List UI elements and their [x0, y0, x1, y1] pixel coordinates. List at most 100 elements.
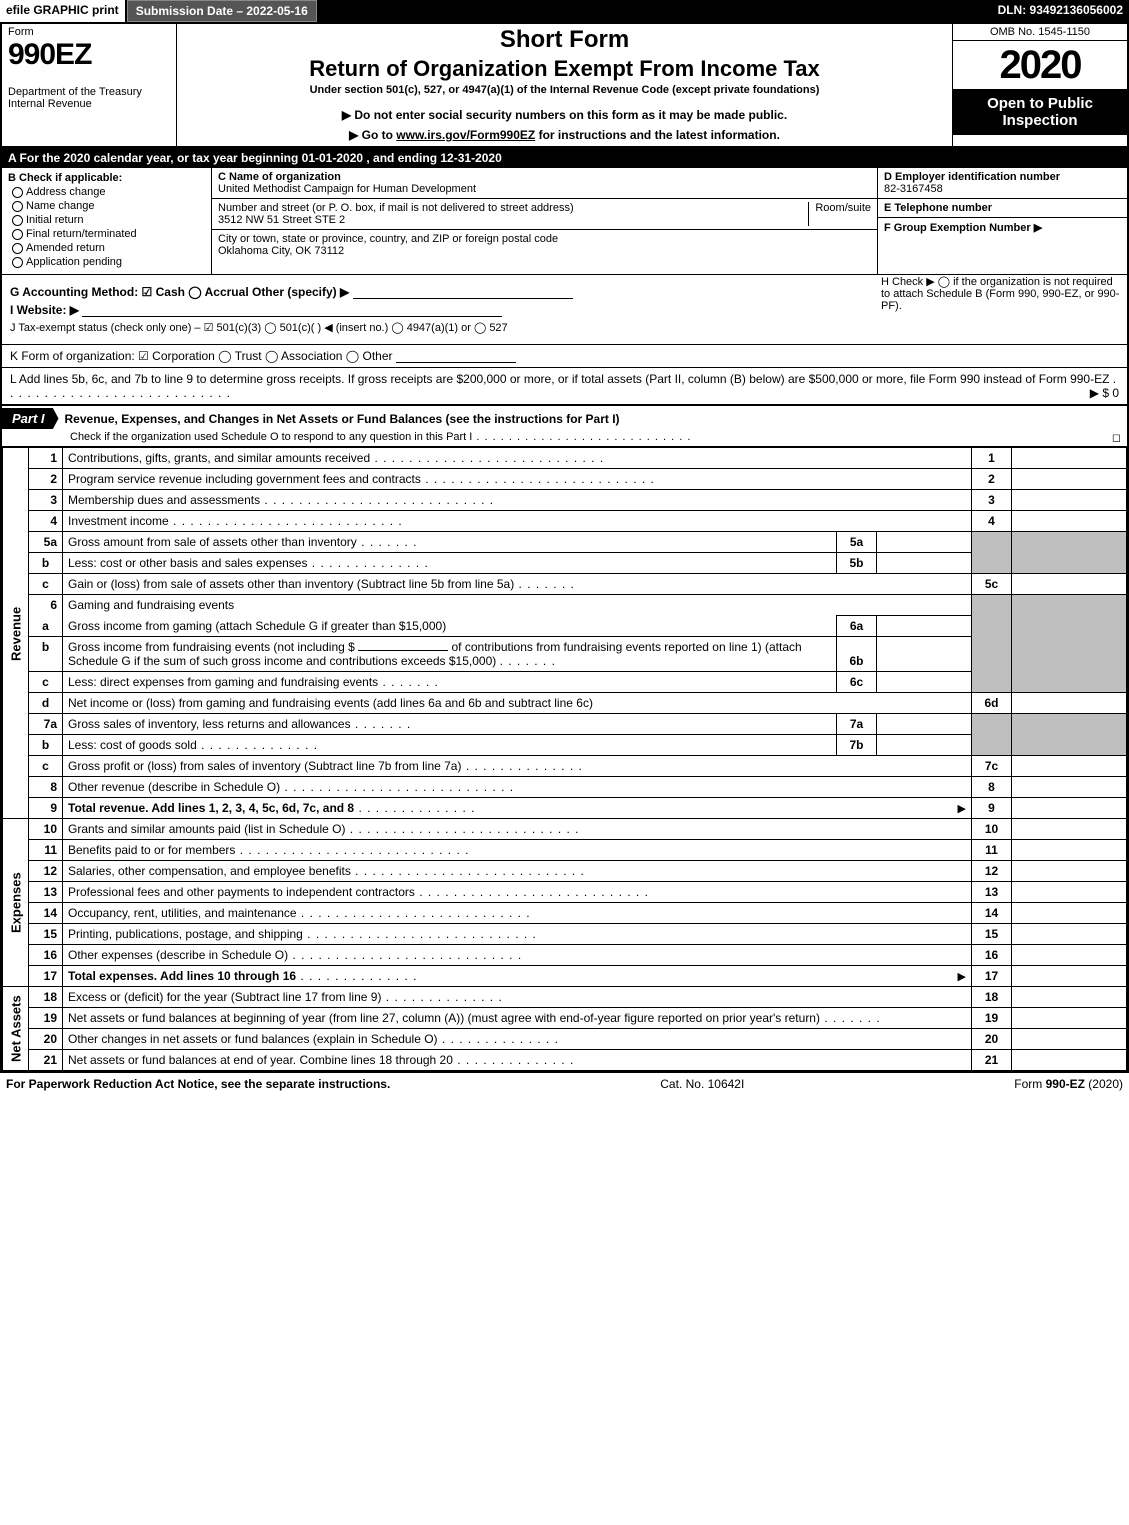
l19-rn: 19: [972, 1008, 1012, 1029]
l2-num: 2: [29, 469, 63, 490]
l1-num: 1: [29, 448, 63, 469]
l7c-num: c: [29, 756, 63, 777]
l13-desc: Professional fees and other payments to …: [63, 882, 972, 903]
entity-section: B Check if applicable: Address change Na…: [2, 168, 1127, 275]
l9-rn: 9: [972, 798, 1012, 819]
omb-number: OMB No. 1545-1150: [953, 24, 1127, 41]
l8-desc: Other revenue (describe in Schedule O): [63, 777, 972, 798]
l5b-num: b: [29, 553, 63, 574]
l8-num: 8: [29, 777, 63, 798]
l5a-box-val: [877, 532, 972, 553]
top-bar: efile GRAPHIC print Submission Date – 20…: [0, 0, 1129, 22]
l8-amt: [1012, 777, 1127, 798]
tel-label: E Telephone number: [884, 202, 1121, 214]
net-assets-tab: Net Assets: [3, 987, 29, 1071]
l10-num: 10: [29, 819, 63, 840]
l2-rn: 2: [972, 469, 1012, 490]
meta-g-i: G Accounting Method: ☑ Cash ◯ Accrual Ot…: [2, 275, 1127, 345]
l6b-desc: Gross income from fundraising events (no…: [63, 637, 837, 672]
l6-num: 6: [29, 595, 63, 616]
l2-desc: Program service revenue including govern…: [63, 469, 972, 490]
l7a-box-val: [877, 714, 972, 735]
l15-num: 15: [29, 924, 63, 945]
l7a-num: 7a: [29, 714, 63, 735]
l19-amt: [1012, 1008, 1127, 1029]
under-section: Under section 501(c), 527, or 4947(a)(1)…: [185, 84, 944, 96]
l4-num: 4: [29, 511, 63, 532]
chk-application-pending[interactable]: Application pending: [12, 256, 205, 268]
lines-table: Revenue 1 Contributions, gifts, grants, …: [2, 447, 1127, 1071]
l17-rn: 17: [972, 966, 1012, 987]
l3-num: 3: [29, 490, 63, 511]
l21-amt: [1012, 1050, 1127, 1071]
chk-amended-return[interactable]: Amended return: [12, 242, 205, 254]
l14-num: 14: [29, 903, 63, 924]
goto-link[interactable]: www.irs.gov/Form990EZ: [396, 128, 535, 142]
l20-desc: Other changes in net assets or fund bala…: [63, 1029, 972, 1050]
l5c-amt: [1012, 574, 1127, 595]
l10-amt: [1012, 819, 1127, 840]
tel-cell: E Telephone number: [878, 199, 1127, 218]
expenses-tab: Expenses: [3, 819, 29, 987]
l5a-desc: Gross amount from sale of assets other t…: [63, 532, 837, 553]
l18-desc: Excess or (deficit) for the year (Subtra…: [63, 987, 972, 1008]
form-word: Form: [8, 26, 170, 38]
l17-desc: Total expenses. Add lines 10 through 16: [63, 966, 972, 987]
l7ab-shade-rn: [972, 714, 1012, 756]
l16-rn: 16: [972, 945, 1012, 966]
l4-desc: Investment income: [63, 511, 972, 532]
chk-name-change[interactable]: Name change: [12, 200, 205, 212]
part1-checkbox[interactable]: ◻: [1112, 431, 1127, 444]
l5ab-shade-rn: [972, 532, 1012, 574]
l6c-box-lab: 6c: [837, 672, 877, 693]
chk-initial-return[interactable]: Initial return: [12, 214, 205, 226]
l5a-num: 5a: [29, 532, 63, 553]
goto-pre: ▶ Go to: [349, 128, 396, 142]
city-value: Oklahoma City, OK 73112: [218, 245, 344, 257]
l6b-box-lab: 6b: [837, 637, 877, 672]
l3-amt: [1012, 490, 1127, 511]
open-to-public: Open to Public Inspection: [953, 89, 1127, 135]
l6abc-shade-amt: [1012, 595, 1127, 693]
l17-amt: [1012, 966, 1127, 987]
l12-rn: 12: [972, 861, 1012, 882]
topbar-spacer: [317, 0, 992, 22]
line-l: L Add lines 5b, 6c, and 7b to line 9 to …: [2, 368, 1127, 406]
submission-date-button[interactable]: Submission Date – 2022-05-16: [127, 0, 317, 22]
period-bar: A For the 2020 calendar year, or tax yea…: [2, 148, 1127, 168]
l4-rn: 4: [972, 511, 1012, 532]
org-name-row: C Name of organization United Methodist …: [212, 168, 877, 199]
l21-num: 21: [29, 1050, 63, 1071]
l10-rn: 10: [972, 819, 1012, 840]
footer-left: For Paperwork Reduction Act Notice, see …: [6, 1077, 390, 1091]
l7c-amt: [1012, 756, 1127, 777]
l19-num: 19: [29, 1008, 63, 1029]
group-exempt-cell: F Group Exemption Number ▶: [878, 218, 1127, 274]
ein-label: D Employer identification number: [884, 171, 1121, 183]
l9-desc: Total revenue. Add lines 1, 2, 3, 4, 5c,…: [63, 798, 972, 819]
room-suite-label: Room/suite: [808, 202, 871, 226]
l3-desc: Membership dues and assessments: [63, 490, 972, 511]
street-value: 3512 NW 51 Street STE 2: [218, 214, 345, 226]
l7b-desc: Less: cost of goods sold: [63, 735, 837, 756]
header-mid: Short Form Return of Organization Exempt…: [177, 24, 952, 146]
l20-rn: 20: [972, 1029, 1012, 1050]
chk-final-return[interactable]: Final return/terminated: [12, 228, 205, 240]
ssn-warning: ▶ Do not enter social security numbers o…: [185, 108, 944, 122]
l20-amt: [1012, 1029, 1127, 1050]
l13-rn: 13: [972, 882, 1012, 903]
tax-year: 2020: [953, 41, 1127, 89]
part1-sub: Check if the organization used Schedule …: [70, 431, 1112, 444]
l6b-box-val: [877, 637, 972, 672]
l1-amt: [1012, 448, 1127, 469]
efile-print-button[interactable]: efile GRAPHIC print: [0, 0, 127, 22]
l19-desc: Net assets or fund balances at beginning…: [63, 1008, 972, 1029]
page-footer: For Paperwork Reduction Act Notice, see …: [0, 1073, 1129, 1091]
chk-address-change[interactable]: Address change: [12, 186, 205, 198]
l4-amt: [1012, 511, 1127, 532]
l9-amt: [1012, 798, 1127, 819]
dept-label: Department of the Treasury Internal Reve…: [8, 86, 170, 110]
l7b-box-val: [877, 735, 972, 756]
l21-rn: 21: [972, 1050, 1012, 1071]
l16-num: 16: [29, 945, 63, 966]
